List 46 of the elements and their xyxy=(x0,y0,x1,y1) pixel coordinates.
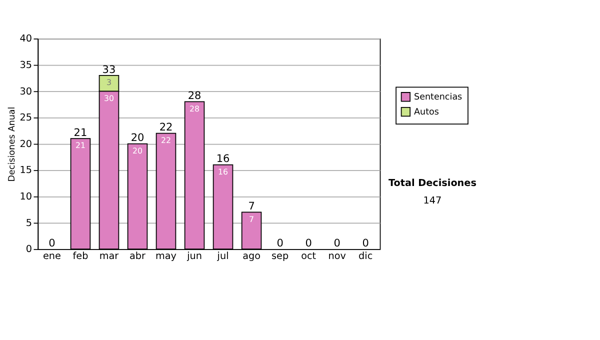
total-label: 22 xyxy=(159,122,173,134)
x-tick-label: jun xyxy=(186,251,202,262)
total-label: 28 xyxy=(188,90,202,102)
x-tick-label: ago xyxy=(242,251,261,262)
total-label: 7 xyxy=(248,200,255,213)
y-tick-label: 40 xyxy=(20,34,32,45)
x-tick-label: mar xyxy=(99,251,119,262)
data-label: 20 xyxy=(132,146,143,156)
text: 147 xyxy=(423,195,442,206)
x-tick-label: ene xyxy=(42,251,62,262)
total-label: 0 xyxy=(305,237,312,250)
legend-label: Sentencias xyxy=(414,92,463,103)
total-label: 33 xyxy=(102,64,116,76)
legend-label: Autos xyxy=(414,107,440,118)
text: Total Decisiones xyxy=(388,178,477,189)
y-axis-title: Decisiones Anual xyxy=(7,106,18,182)
y-tick-label: 5 xyxy=(26,218,32,229)
total-label: 0 xyxy=(48,237,56,250)
total-label: 0 xyxy=(334,237,340,250)
data-label: 16 xyxy=(218,168,228,177)
y-tick-label: 0 xyxy=(26,244,32,256)
y-tick-label: 10 xyxy=(20,192,32,203)
y-tick-label: 25 xyxy=(20,112,32,124)
x-tick-label: sep xyxy=(272,251,289,262)
x-tick-label: dic xyxy=(358,251,373,262)
y-tick-label: 15 xyxy=(20,165,32,176)
y-tick-label: 30 xyxy=(20,86,32,98)
x-tick-label: nov xyxy=(328,251,346,262)
y-tick-label: 20 xyxy=(20,138,32,150)
data-label: 21 xyxy=(75,141,86,150)
total-label: 20 xyxy=(130,132,144,144)
y-tick-label: 35 xyxy=(20,60,32,71)
x-tick-label: abr xyxy=(130,251,146,262)
total-label: 21 xyxy=(74,126,88,139)
total-label: 0 xyxy=(362,237,369,250)
data-label: 3 xyxy=(106,78,112,88)
data-label: 22 xyxy=(160,136,172,145)
x-tick-label: feb xyxy=(72,251,88,262)
total-label: 0 xyxy=(276,237,284,250)
x-tick-label: oct xyxy=(301,251,316,262)
data-label: 28 xyxy=(190,104,200,114)
x-tick-label: jul xyxy=(216,251,229,262)
x-tick-label: may xyxy=(156,251,177,262)
total-label: 16 xyxy=(216,153,230,166)
data-label: 7 xyxy=(249,214,254,224)
data-label: 30 xyxy=(104,94,114,103)
